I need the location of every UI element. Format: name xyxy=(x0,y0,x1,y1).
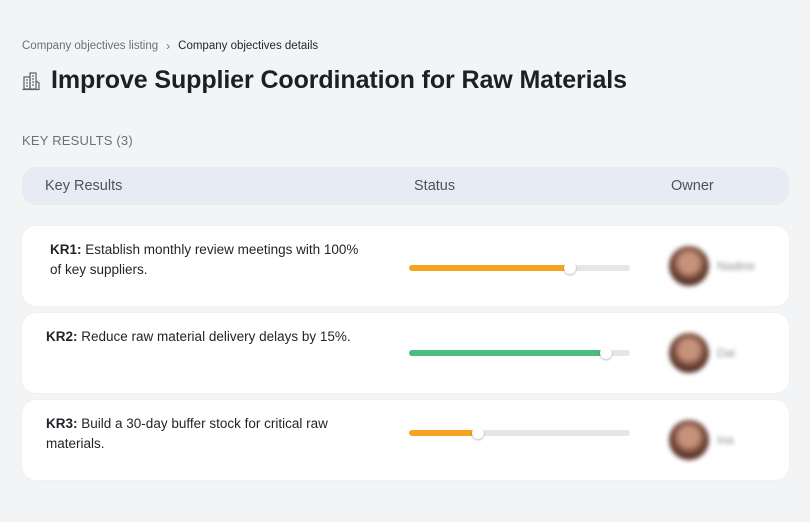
progress-slider-handle[interactable] xyxy=(471,427,484,439)
breadcrumb: Company objectives listing › Company obj… xyxy=(22,40,318,52)
progress-fill xyxy=(409,430,478,436)
owner-name: Nadine xyxy=(717,259,756,273)
breadcrumb-link-objectives-listing[interactable]: Company objectives listing xyxy=(22,40,159,52)
owner[interactable]: Ina xyxy=(669,420,734,460)
owner[interactable]: Dai xyxy=(669,333,735,373)
key-result-row[interactable]: KR1: Establish monthly review meetings w… xyxy=(22,226,789,306)
breadcrumb-current: Company objectives details xyxy=(178,40,319,52)
owner-name: Dai xyxy=(717,346,736,360)
progress-bar xyxy=(409,262,630,274)
avatar xyxy=(669,333,709,373)
progress-bar xyxy=(409,427,630,439)
key-result-code: KR1: xyxy=(50,242,82,257)
avatar xyxy=(669,246,709,286)
key-result-text: KR1: Establish monthly review meetings w… xyxy=(50,240,370,280)
progress-bar xyxy=(409,347,630,359)
column-header-owner: Owner xyxy=(671,178,714,194)
progress-slider-handle[interactable] xyxy=(599,347,612,359)
table-header: Key Results Status Owner xyxy=(22,167,789,205)
key-result-code: KR3: xyxy=(46,416,78,431)
key-result-text: KR2: Reduce raw material delivery delays… xyxy=(46,327,366,347)
building-icon xyxy=(22,71,40,91)
progress-slider-handle[interactable] xyxy=(564,262,577,274)
column-header-status: Status xyxy=(414,178,456,194)
page-title: Improve Supplier Coordination for Raw Ma… xyxy=(51,66,627,94)
key-results-section-label: KEY RESULTS (3) xyxy=(22,133,133,148)
owner[interactable]: Nadine xyxy=(669,246,755,286)
key-result-row[interactable]: KR2: Reduce raw material delivery delays… xyxy=(22,313,789,393)
avatar xyxy=(669,420,709,460)
breadcrumb-separator: › xyxy=(166,39,171,53)
progress-fill xyxy=(409,265,571,271)
title-row: Improve Supplier Coordination for Raw Ma… xyxy=(22,66,627,95)
key-result-description: Build a 30-day buffer stock for critical… xyxy=(46,416,328,451)
owner-name: Ina xyxy=(717,433,734,447)
column-header-key-results: Key Results xyxy=(45,178,123,194)
key-result-description: Establish monthly review meetings with 1… xyxy=(50,242,359,277)
key-result-row[interactable]: KR3: Build a 30-day buffer stock for cri… xyxy=(22,400,789,480)
key-result-text: KR3: Build a 30-day buffer stock for cri… xyxy=(46,414,366,454)
key-result-description: Reduce raw material delivery delays by 1… xyxy=(77,329,351,344)
key-result-code: KR2: xyxy=(46,329,78,344)
progress-fill xyxy=(409,350,606,356)
